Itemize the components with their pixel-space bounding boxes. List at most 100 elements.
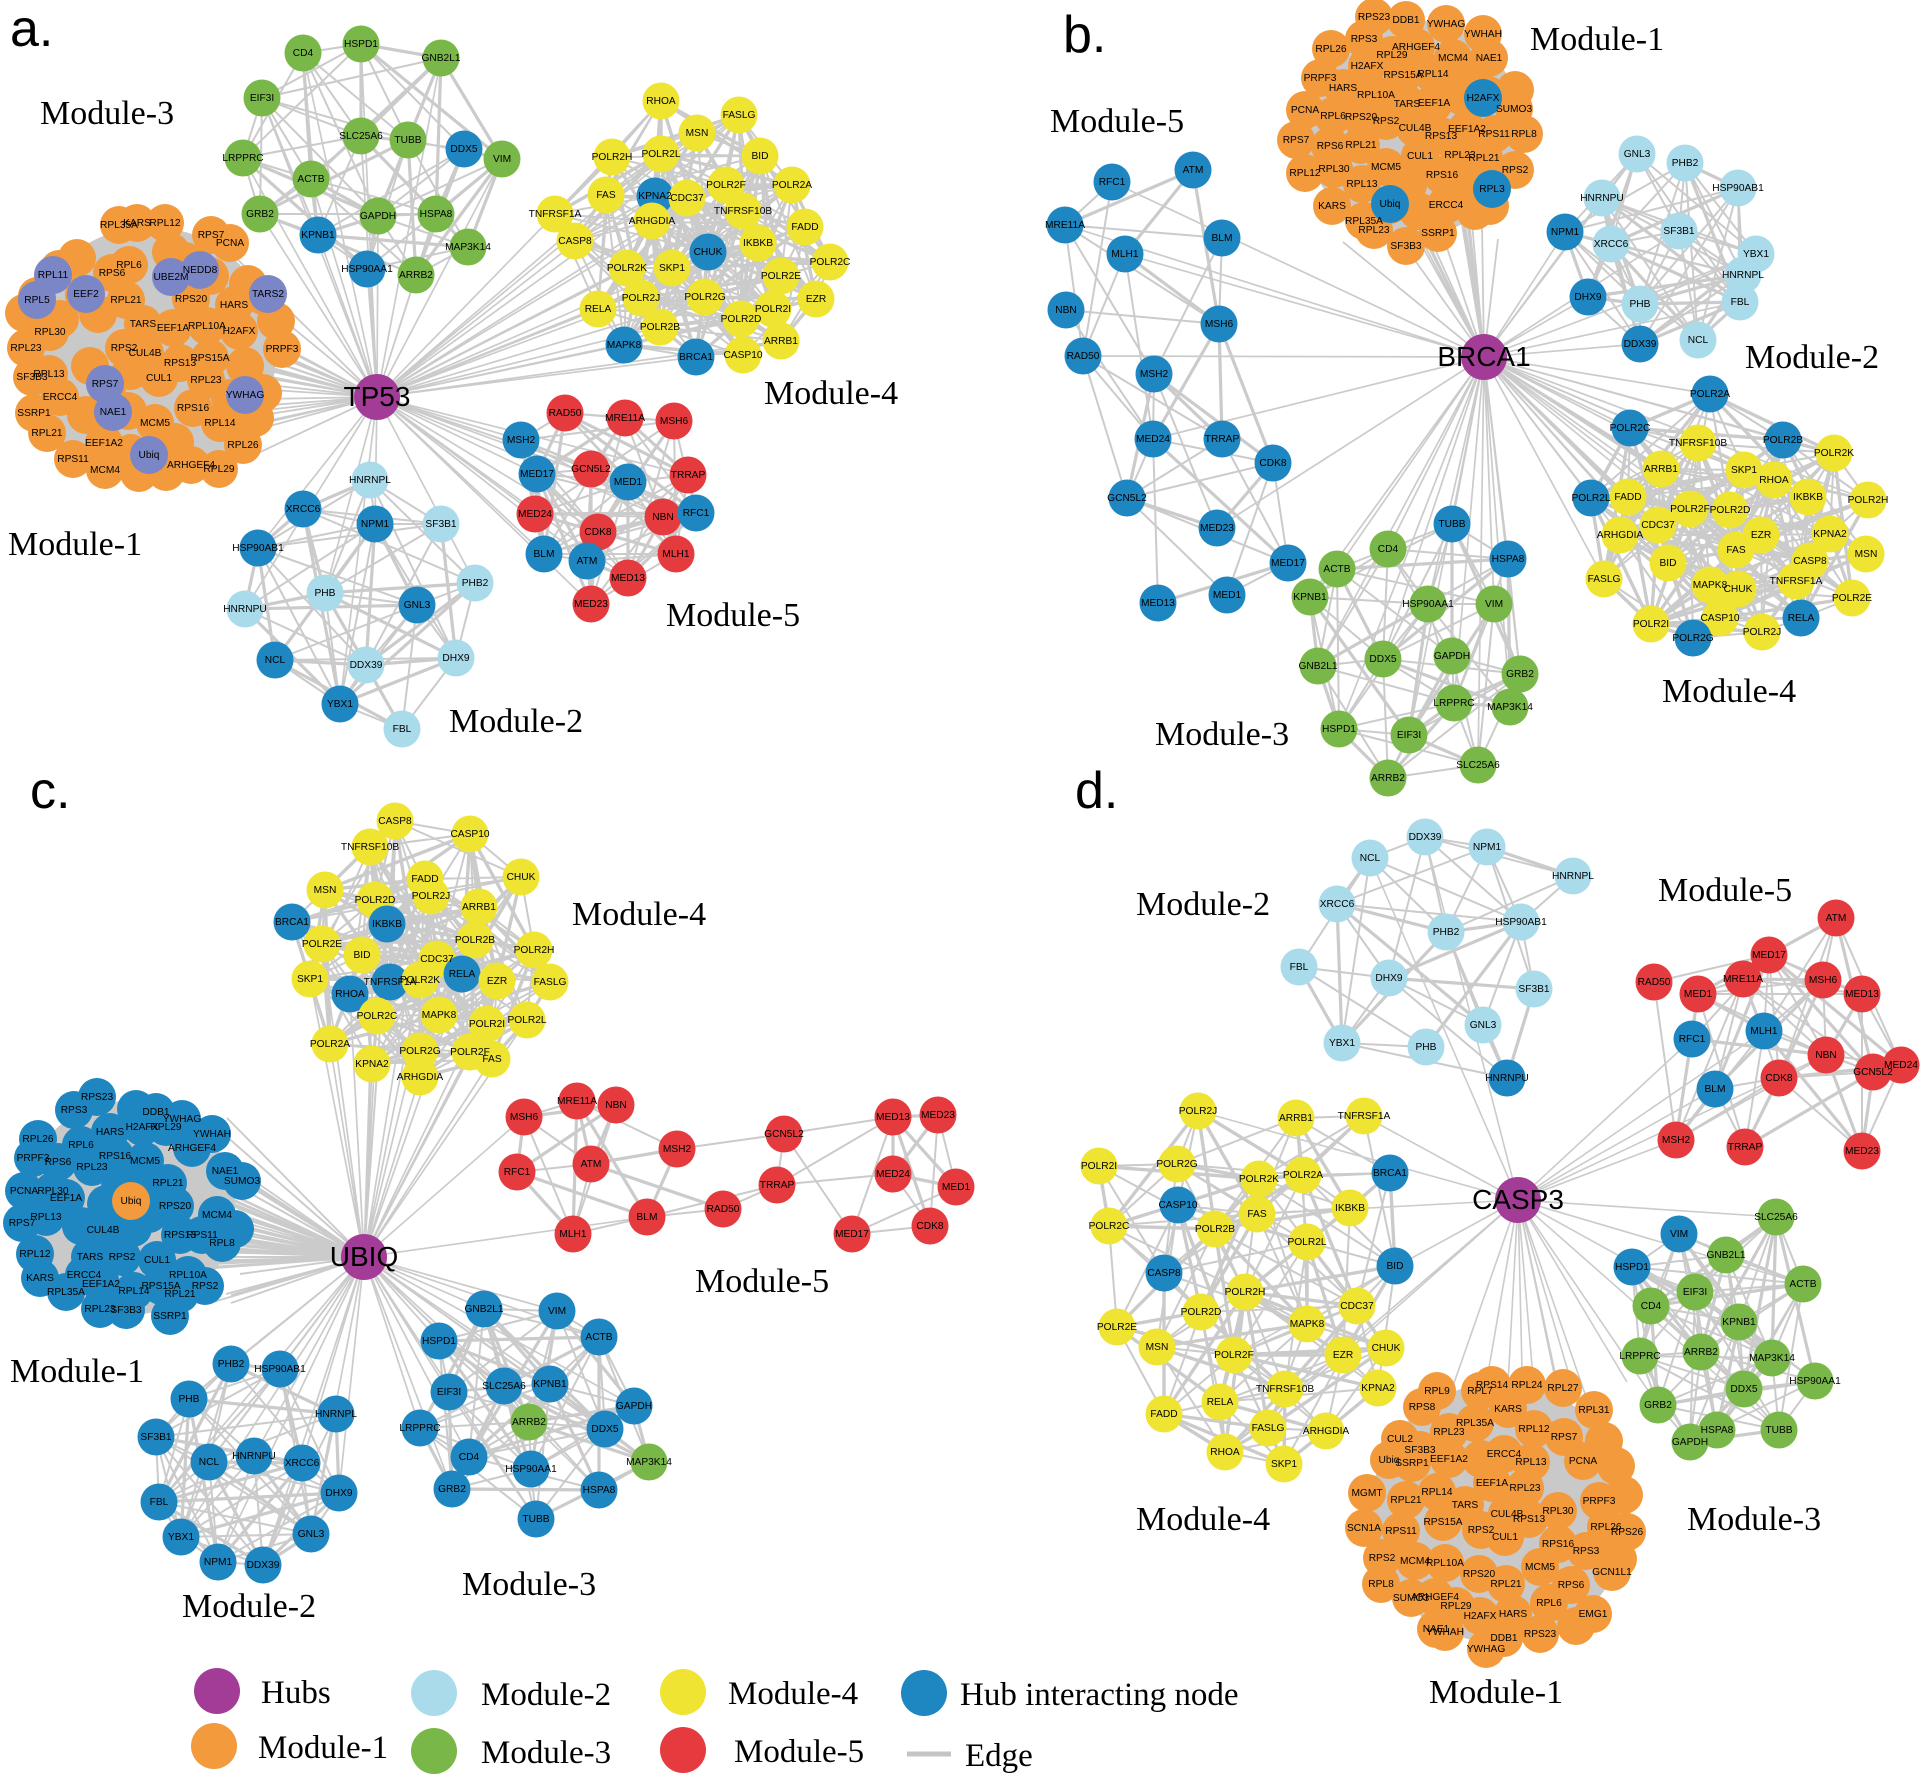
svg-text:EZR: EZR (806, 294, 826, 305)
svg-text:MAPK8: MAPK8 (607, 340, 642, 351)
svg-text:RPS11: RPS11 (57, 454, 89, 465)
svg-text:NBN: NBN (605, 1100, 627, 1111)
svg-text:MLH1: MLH1 (662, 549, 690, 560)
svg-text:RAD50: RAD50 (549, 408, 582, 419)
svg-text:TNFRSF1A: TNFRSF1A (529, 209, 582, 220)
svg-text:MAPK8: MAPK8 (422, 1010, 457, 1021)
svg-text:RPL23: RPL23 (1358, 225, 1389, 236)
svg-text:Module-5: Module-5 (666, 597, 800, 634)
svg-text:UBE2M: UBE2M (153, 272, 188, 283)
svg-text:FASLG: FASLG (534, 977, 567, 988)
svg-text:RPL23: RPL23 (190, 375, 221, 386)
svg-text:NAE1: NAE1 (1423, 1624, 1450, 1635)
svg-text:YBX1: YBX1 (168, 1532, 194, 1543)
svg-text:MED13: MED13 (876, 1112, 910, 1123)
svg-text:FASLG: FASLG (1252, 1423, 1285, 1434)
svg-text:Module-3: Module-3 (40, 95, 174, 132)
svg-text:BRCA1: BRCA1 (1373, 1168, 1407, 1179)
svg-text:BLM: BLM (1212, 233, 1233, 244)
svg-text:CASP8: CASP8 (378, 816, 412, 827)
svg-text:RPL29: RPL29 (203, 464, 234, 475)
svg-text:HNRNPL: HNRNPL (349, 475, 391, 486)
svg-text:MSH2: MSH2 (663, 1144, 692, 1155)
svg-text:KPNA2: KPNA2 (1361, 1383, 1395, 1394)
svg-text:POLR2D: POLR2D (355, 895, 396, 906)
svg-text:ARRB2: ARRB2 (512, 1417, 546, 1428)
svg-text:CHUK: CHUK (507, 872, 536, 883)
svg-text:RFC1: RFC1 (1099, 177, 1126, 188)
svg-text:CDK8: CDK8 (916, 1221, 944, 1232)
svg-text:LRPPRC: LRPPRC (1619, 1351, 1660, 1362)
svg-text:POLR2A: POLR2A (1283, 1170, 1323, 1181)
svg-text:POLR2K: POLR2K (1814, 448, 1854, 459)
svg-text:RPL10A: RPL10A (1357, 90, 1395, 101)
svg-text:FBL: FBL (150, 1497, 169, 1508)
svg-text:EEF1A2: EEF1A2 (85, 438, 123, 449)
svg-text:TUBB: TUBB (1438, 519, 1465, 530)
svg-text:RPL21: RPL21 (1345, 140, 1376, 151)
svg-text:KARS: KARS (1318, 201, 1346, 212)
svg-text:PHB: PHB (1416, 1042, 1437, 1053)
svg-text:CUL1: CUL1 (1407, 151, 1433, 162)
svg-text:NPM1: NPM1 (1551, 227, 1580, 238)
svg-text:HSPA8: HSPA8 (1492, 554, 1525, 565)
svg-text:GNB2L1: GNB2L1 (1298, 661, 1337, 672)
svg-text:POLR2D: POLR2D (1181, 1307, 1222, 1318)
svg-text:H2AFX: H2AFX (1467, 93, 1500, 104)
svg-text:EEF2: EEF2 (73, 289, 99, 300)
svg-text:Module-5: Module-5 (1658, 872, 1792, 909)
svg-text:TNFRSF10B: TNFRSF10B (1669, 438, 1728, 449)
svg-text:RPL35A: RPL35A (1345, 216, 1383, 227)
svg-text:RPS3: RPS3 (1351, 34, 1378, 45)
svg-text:PRPF3: PRPF3 (266, 344, 299, 355)
svg-text:EEF1A: EEF1A (1418, 98, 1450, 109)
svg-text:DHX9: DHX9 (1574, 292, 1602, 303)
svg-text:CASP8: CASP8 (1147, 1268, 1181, 1279)
svg-text:EEF1A2: EEF1A2 (1430, 1454, 1468, 1465)
svg-text:LRPPRC: LRPPRC (1433, 698, 1474, 709)
svg-text:RPS2: RPS2 (109, 1252, 136, 1263)
svg-text:KPNB1: KPNB1 (1293, 592, 1327, 603)
svg-text:FADD: FADD (1150, 1409, 1177, 1420)
svg-text:MRE11A: MRE11A (1723, 974, 1763, 985)
svg-text:DDX39: DDX39 (1409, 832, 1442, 843)
svg-text:POLR2A: POLR2A (310, 1039, 350, 1050)
svg-text:HNRNPL: HNRNPL (1552, 871, 1594, 882)
svg-text:ACTB: ACTB (585, 1332, 612, 1343)
svg-text:RPS13: RPS13 (164, 1230, 197, 1241)
svg-text:SF3B1: SF3B1 (1663, 226, 1694, 237)
svg-text:HARS: HARS (1329, 83, 1358, 94)
svg-text:EEF1A: EEF1A (1476, 1478, 1508, 1489)
svg-text:VIM: VIM (548, 1306, 566, 1317)
svg-text:RPS23: RPS23 (1524, 1629, 1557, 1640)
svg-text:MCM4: MCM4 (1438, 53, 1468, 64)
svg-text:FADD: FADD (1614, 492, 1641, 503)
svg-text:PHB2: PHB2 (218, 1359, 245, 1370)
svg-text:POLR2A: POLR2A (772, 180, 812, 191)
svg-text:POLR2D: POLR2D (721, 314, 762, 325)
svg-text:RPL11: RPL11 (38, 270, 69, 281)
svg-text:BID: BID (752, 151, 769, 162)
svg-text:RPS20: RPS20 (159, 1201, 192, 1212)
svg-text:MAP3K14: MAP3K14 (626, 1457, 672, 1468)
svg-text:PHB: PHB (179, 1394, 200, 1405)
svg-text:NCL: NCL (1688, 335, 1709, 346)
svg-text:GCN5L2: GCN5L2 (1853, 1067, 1893, 1078)
svg-text:GCN5L2: GCN5L2 (1107, 493, 1147, 504)
svg-text:FAS: FAS (1247, 1209, 1266, 1220)
svg-text:POLR2J: POLR2J (622, 293, 661, 304)
svg-text:SKP1: SKP1 (659, 263, 685, 274)
svg-text:FADD: FADD (791, 222, 818, 233)
svg-text:YWHAG: YWHAG (163, 1114, 202, 1125)
svg-text:ARHGDIA: ARHGDIA (1597, 530, 1644, 541)
svg-text:GRB2: GRB2 (246, 209, 274, 220)
svg-text:TARS2: TARS2 (252, 289, 284, 300)
svg-text:RPL10A: RPL10A (169, 1270, 207, 1281)
svg-text:TRRAP: TRRAP (671, 470, 706, 481)
svg-text:EEF1A2: EEF1A2 (82, 1279, 120, 1290)
svg-text:Hub interacting node: Hub interacting node (960, 1677, 1239, 1713)
svg-text:POLR2B: POLR2B (1195, 1224, 1235, 1235)
svg-text:GCN5L2: GCN5L2 (571, 464, 611, 475)
svg-text:NPM1: NPM1 (361, 519, 390, 530)
svg-text:TRRAP: TRRAP (1728, 1142, 1763, 1153)
